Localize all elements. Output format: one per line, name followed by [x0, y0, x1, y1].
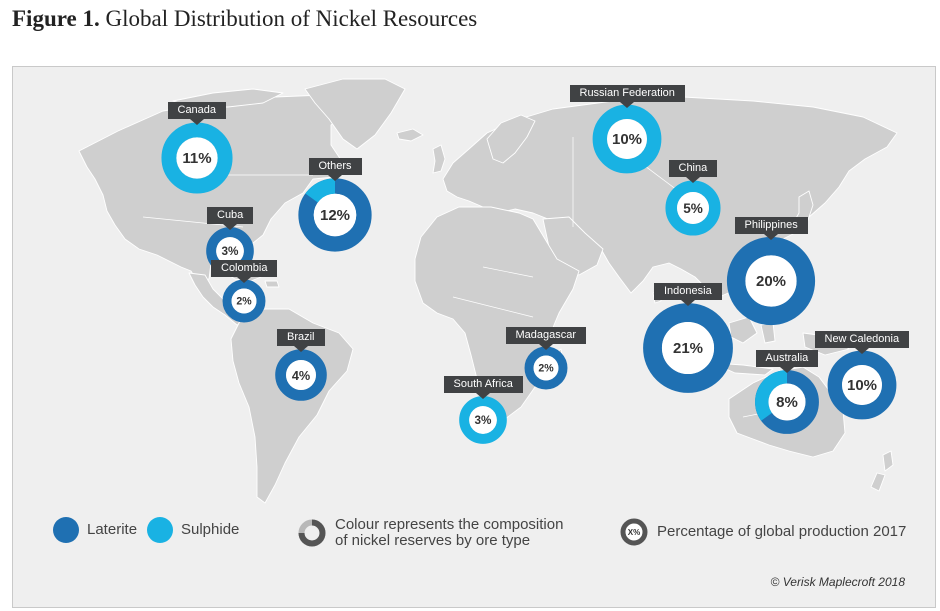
donut-value-cuba: 3% [222, 245, 240, 258]
legend-percentage: X% Percentage of global production 2017 [619, 517, 906, 547]
country-label-cuba: Cuba [207, 207, 254, 231]
donut-colombia: 2% [222, 279, 266, 323]
donut-center-colombia [231, 288, 257, 314]
donut-ring-colombia [222, 279, 266, 323]
donut-ring-russian-federation [592, 104, 662, 174]
land-greenland [304, 78, 406, 150]
donut-value-china: 5% [683, 201, 703, 216]
donut-canada: 11% [161, 122, 233, 194]
copyright-credit: © Verisk Maplecroft 2018 [770, 575, 905, 589]
donut-value-philippines: 20% [756, 273, 786, 290]
donut-value-new-caledonia: 10% [847, 377, 877, 394]
donut-new-caledonia: 10% [827, 350, 897, 420]
donut-philippines: 20% [726, 236, 816, 326]
donut-ring-indonesia [643, 303, 733, 393]
donut-ring-canada [161, 122, 233, 194]
donut-value-indonesia: 21% [673, 340, 703, 357]
donut-center-new-caledonia [842, 365, 882, 405]
donut-ring-south-africa [459, 396, 507, 444]
donut-center-china [677, 192, 709, 224]
country-label-brazil: Brazil [277, 329, 325, 353]
ring-composition-icon [298, 519, 326, 547]
donut-markers: 11% 12% 3% 2% 4% 3% 2% 10% 5% 20% 21% 8% 10% [161, 104, 897, 444]
donut-value-madagascar: 2% [538, 363, 554, 375]
donut-center-brazil [286, 360, 316, 390]
donut-ring-madagascar [524, 346, 568, 390]
figure-title: Figure 1. Global Distribution of Nickel … [12, 6, 477, 32]
land-new-zealand [870, 450, 894, 492]
donut-center-australia [768, 383, 806, 421]
country-label-madagascar: Madagascar [505, 326, 587, 350]
donut-value-brazil: 4% [292, 368, 310, 383]
sulphide-swatch [147, 517, 173, 543]
donut-value-russian-federation: 10% [612, 131, 642, 148]
country-label-new-caledonia: New Caledonia [814, 330, 910, 354]
donut-center-madagascar [533, 355, 559, 381]
donut-center-philippines [745, 255, 797, 307]
country-label-colombia: Colombia [211, 259, 278, 283]
legend-laterite: Laterite [53, 517, 137, 543]
country-label-australia: Australia [755, 350, 819, 374]
donut-madagascar: 2% [524, 346, 568, 390]
legend-sulphide: Sulphide [147, 517, 239, 543]
donut-value-canada: 11% [182, 150, 211, 167]
donut-center-cuba [216, 237, 244, 265]
figure-label: Figure 1. [12, 6, 100, 31]
donut-ring-brazil [275, 349, 327, 401]
laterite-label: Laterite [87, 521, 138, 538]
donut-ring-china [665, 180, 721, 236]
country-label-others: Others [308, 158, 362, 182]
donut-russian-federation: 10% [592, 104, 662, 174]
country-label-canada: Canada [167, 102, 227, 126]
donut-china: 5% [665, 180, 721, 236]
land-south-america [230, 308, 354, 504]
country-label-china: China [668, 160, 718, 184]
donut-value-south-africa: 3% [475, 414, 493, 427]
land-uk [432, 144, 446, 174]
donut-center-canada [176, 137, 218, 179]
land-scandinavia [486, 114, 536, 164]
donut-others: 12% [298, 178, 372, 252]
donut-brazil: 4% [275, 349, 327, 401]
figure-title-text: Global Distribution of Nickel Resources [105, 6, 478, 31]
donut-sulphide-arc-others [305, 178, 336, 203]
donut-value-australia: 8% [776, 394, 798, 411]
percentage-text: Percentage of global production 2017 [657, 523, 907, 540]
country-label-philippines: Philippines [734, 216, 808, 240]
world-map: 11% 12% 3% 2% 4% 3% 2% 10% 5% 20% 21% 8% 10% Canada O… [12, 66, 936, 608]
donut-sulphide-arc-australia [755, 370, 788, 421]
country-label-south-africa: South Africa [443, 376, 523, 400]
land-iceland [396, 128, 424, 142]
country-label-indonesia: Indonesia [654, 283, 722, 307]
composition-text-line-2: of nickel reserves by ore type [335, 532, 531, 549]
country-label-russian-federation: Russian Federation [569, 84, 685, 108]
donut-ring-new-caledonia [827, 350, 897, 420]
donut-value-others: 12% [320, 207, 350, 224]
donut-south-africa: 3% [459, 396, 507, 444]
donut-ring-philippines [726, 236, 816, 326]
donut-indonesia: 21% [643, 303, 733, 393]
donut-center-indonesia [661, 321, 715, 375]
laterite-swatch [53, 517, 79, 543]
composition-text: Colour represents the composition of nic… [335, 517, 563, 549]
legend-composition: Colour represents the composition of nic… [297, 517, 563, 549]
donut-value-colombia: 2% [236, 296, 252, 308]
donut-center-south-africa [469, 406, 497, 434]
donut-center-russian-federation [607, 119, 647, 159]
donut-center-others [313, 193, 357, 237]
composition-text-line-1: Colour represents the composition [335, 516, 564, 533]
map-borders [142, 137, 794, 418]
percentage-icon: X% [620, 518, 648, 546]
percentage-icon-text: X% [628, 528, 640, 537]
sulphide-label: Sulphide [181, 521, 240, 538]
donut-australia: 8% [755, 370, 819, 434]
